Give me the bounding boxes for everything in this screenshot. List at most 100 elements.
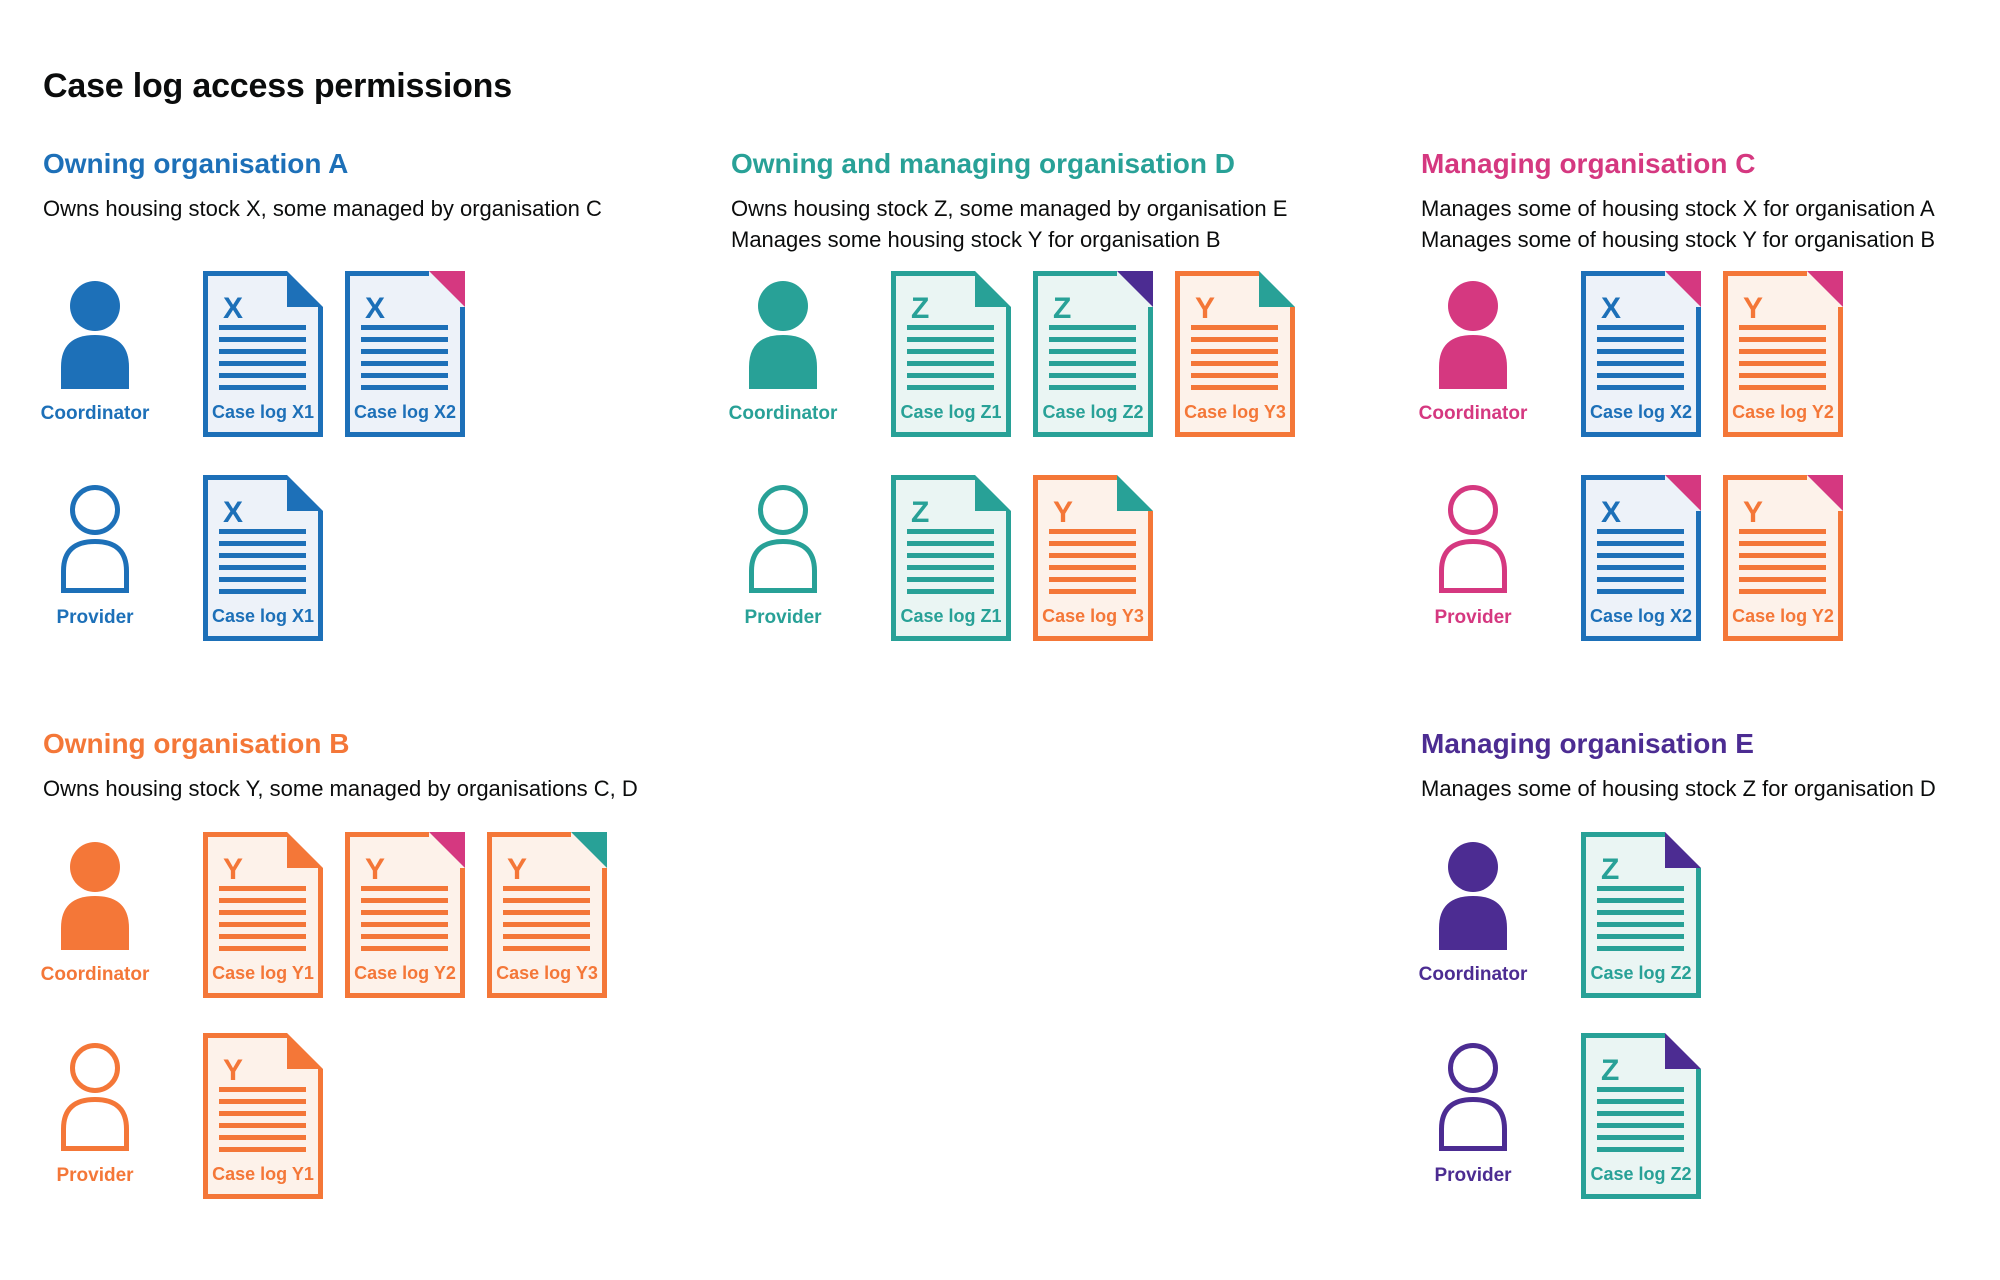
section-subtitle: Owns housing stock X, some managed by or… — [43, 196, 602, 221]
case-log-doc-case-log-y2: Y Case log Y2 — [1723, 475, 1843, 641]
case-log-doc-case-log-z2: Z Case log Z2 — [1581, 832, 1701, 998]
stock-letter: Y — [1195, 292, 1215, 325]
role-label: Coordinator — [1418, 964, 1528, 985]
document-icon: Y Case log Y3 — [1175, 271, 1295, 437]
document-icon: Z Case log Z2 — [1033, 271, 1153, 437]
case-log-doc-case-log-y1: Y Case log Y1 — [203, 1033, 323, 1199]
document-icon: Y Case log Y2 — [1723, 271, 1843, 437]
provider-figure: Provider — [1415, 485, 1531, 629]
provider-icon — [749, 485, 817, 593]
case-log-label: Case log Z2 — [1042, 402, 1143, 422]
case-log-doc-case-log-x2: X Case log X2 — [1581, 271, 1701, 437]
section-title: Managing organisation E — [1421, 728, 1754, 759]
case-log-label: Case log X1 — [212, 402, 314, 422]
folded-corner-pink — [429, 271, 465, 307]
document-icon: Z Case log Z1 — [891, 475, 1011, 641]
coordinator-figure: Coordinator — [37, 842, 153, 986]
case-log-label: Case log Z2 — [1590, 1164, 1691, 1184]
role-label: Coordinator — [40, 403, 150, 424]
document-icon: Z Case log Z1 — [891, 271, 1011, 437]
folded-corner-orange — [287, 1033, 323, 1069]
stock-letter: Z — [1601, 853, 1619, 886]
stock-letter: Z — [1053, 292, 1071, 325]
section-title: Owning organisation B — [43, 728, 350, 759]
case-log-doc-case-log-y3: Y Case log Y3 — [1033, 475, 1153, 641]
stock-letter: X — [1601, 292, 1621, 325]
folded-corner-pink — [1665, 271, 1701, 307]
coordinator-icon — [1439, 281, 1507, 389]
document-icon: X Case log X1 — [203, 475, 323, 641]
document-icon: Y Case log Y2 — [345, 832, 465, 998]
stock-letter: Z — [1601, 1054, 1619, 1087]
case-log-label: Case log X1 — [212, 606, 314, 626]
folded-corner-pink — [1665, 475, 1701, 511]
folded-corner-teal — [975, 271, 1011, 307]
case-log-doc-case-log-y2: Y Case log Y2 — [345, 832, 465, 998]
stock-letter: Z — [911, 496, 929, 529]
section-subtitle: Owns housing stock Y, some managed by or… — [43, 776, 638, 801]
case-log-label: Case log X2 — [1590, 606, 1692, 626]
provider-icon — [61, 1043, 129, 1151]
provider-figure: Provider — [37, 485, 153, 629]
case-log-label: Case log Y1 — [212, 963, 314, 983]
document-icon: Y Case log Y3 — [487, 832, 607, 998]
case-log-doc-case-log-x2: X Case log X2 — [345, 271, 465, 437]
case-log-doc-case-log-z1: Z Case log Z1 — [891, 475, 1011, 641]
case-log-doc-case-log-y3: Y Case log Y3 — [1175, 271, 1295, 437]
folded-corner-purple — [1665, 1033, 1701, 1069]
coordinator-icon — [61, 842, 129, 950]
case-log-label: Case log Z2 — [1590, 963, 1691, 983]
case-log-label: Case log Y1 — [212, 1164, 314, 1184]
section-title: Managing organisation C — [1421, 148, 1756, 179]
section-title: Owning organisation A — [43, 148, 349, 179]
case-log-label: Case log Z1 — [900, 606, 1001, 626]
stock-letter: X — [223, 292, 243, 325]
coordinator-icon — [61, 281, 129, 389]
section-subtitle: Manages some housing stock Y for organis… — [731, 227, 1221, 252]
folded-corner-blue — [287, 271, 323, 307]
stock-letter: X — [1601, 496, 1621, 529]
section-subtitle: Manages some of housing stock X for orga… — [1421, 196, 1935, 221]
case-log-doc-case-log-y3: Y Case log Y3 — [487, 832, 607, 998]
case-log-doc-case-log-z1: Z Case log Z1 — [891, 271, 1011, 437]
section-description: Manages some of housing stock X for orga… — [1421, 193, 1935, 255]
role-label: Coordinator — [40, 964, 150, 985]
case-log-label: Case log Y2 — [1732, 606, 1834, 626]
document-icon: Y Case log Y1 — [203, 1033, 323, 1199]
case-log-label: Case log Y3 — [1042, 606, 1144, 626]
section-subtitle: Owns housing stock Z, some managed by or… — [731, 196, 1288, 221]
section-description: Owns housing stock X, some managed by or… — [43, 193, 602, 224]
document-icon: X Case log X2 — [1581, 475, 1701, 641]
document-icon: X Case log X2 — [1581, 271, 1701, 437]
role-label: Provider — [744, 607, 822, 628]
document-icon: Z Case log Z2 — [1581, 832, 1701, 998]
section-org-b: Owning organisation B Owns housing stock … — [41, 727, 638, 1199]
folded-corner-teal — [571, 832, 607, 868]
coordinator-figure: Coordinator — [1415, 842, 1531, 986]
section-description: Owns housing stock Z, some managed by or… — [731, 193, 1287, 255]
document-icon: Z Case log Z2 — [1581, 1033, 1701, 1199]
page-title: Case log access permissions — [43, 66, 512, 105]
provider-icon — [1439, 1043, 1507, 1151]
case-log-doc-case-log-x1: X Case log X1 — [203, 475, 323, 641]
stock-letter: Y — [223, 853, 243, 886]
coordinator-icon — [749, 281, 817, 389]
stock-letter: X — [223, 496, 243, 529]
case-log-label: Case log X2 — [1590, 402, 1692, 422]
coordinator-figure: Coordinator — [725, 281, 841, 425]
case-log-doc-case-log-x2: X Case log X2 — [1581, 475, 1701, 641]
folded-corner-teal — [1259, 271, 1295, 307]
coordinator-figure: Coordinator — [1415, 281, 1531, 425]
role-label: Provider — [1434, 1165, 1512, 1186]
stock-letter: Y — [507, 853, 527, 886]
section-description: Manages some of housing stock Z for orga… — [1421, 773, 1936, 804]
section-subtitle: Manages some of housing stock Y for orga… — [1421, 227, 1936, 252]
stock-letter: Y — [223, 1054, 243, 1087]
coordinator-icon — [1439, 842, 1507, 950]
case-log-label: Case log Z1 — [900, 402, 1001, 422]
folded-corner-purple — [1665, 832, 1701, 868]
document-icon: Y Case log Y3 — [1033, 475, 1153, 641]
role-label: Provider — [1434, 607, 1512, 628]
stock-letter: Y — [1743, 292, 1763, 325]
folded-corner-teal — [975, 475, 1011, 511]
